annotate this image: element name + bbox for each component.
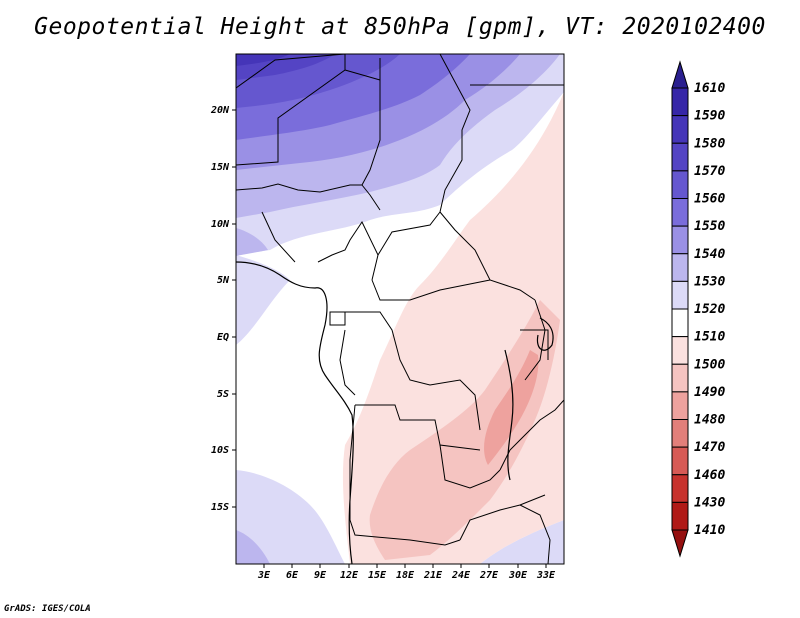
latitude-axis: 20N 15N 10N 5N EQ 5S 10S 15S	[210, 105, 236, 513]
colorbar-segment	[671, 336, 689, 365]
colorbar-segment	[671, 170, 689, 199]
lon-tick-label: 21E	[423, 570, 443, 581]
coastline	[236, 261, 554, 564]
colorbar-bottom-arrow	[671, 529, 689, 558]
colorbar-label: 1460	[694, 468, 725, 483]
colorbar-label: 1500	[694, 357, 725, 372]
colorbar-segment	[671, 87, 689, 117]
lat-tick-label: 15N	[211, 162, 230, 173]
colorbar-label: 1540	[694, 247, 725, 262]
colorbar-label: 1590	[694, 109, 725, 124]
colorbar: 1610 1590 1580 1570 1560 1550 1540 1530 1520 1510…	[671, 60, 725, 558]
colorbar-segment	[671, 253, 689, 282]
colorbar-top-arrow	[671, 60, 689, 89]
colorbar-label: 1430	[694, 495, 725, 510]
colorbar-label: 1580	[694, 136, 725, 151]
colorbar-label: 1470	[694, 440, 725, 455]
lon-tick-label: 30E	[508, 570, 528, 581]
lon-tick-label: 9E	[314, 570, 327, 581]
lon-tick-label: 27E	[479, 570, 499, 581]
lat-tick-label: 5S	[217, 389, 229, 400]
colorbar-label: 1410	[694, 523, 725, 538]
colorbar-label: 1560	[694, 192, 725, 207]
lon-tick-label: 3E	[257, 570, 271, 581]
colorbar-label: 1520	[694, 302, 725, 317]
map-title: Geopotential Height at 850hPa [gpm], VT:…	[34, 14, 766, 40]
lon-tick-label: 24E	[451, 570, 471, 581]
colorbar-segment	[671, 142, 689, 172]
lon-tick-label: 12E	[340, 570, 359, 581]
lat-tick-label: EQ	[217, 332, 229, 343]
map-frame	[235, 53, 565, 565]
height-field	[236, 54, 564, 564]
colorbar-segment	[671, 115, 689, 144]
country-boundaries	[236, 54, 564, 564]
colorbar-segment	[671, 446, 689, 476]
lon-tick-label: 15E	[368, 570, 387, 581]
lon-tick-label: 33E	[536, 570, 556, 581]
lon-tick-label: 6E	[286, 570, 299, 581]
colorbar-segment	[671, 363, 689, 393]
colorbar-label: 1610	[694, 81, 725, 96]
lat-tick-label: 5N	[217, 275, 230, 286]
colorbar-segment	[671, 198, 689, 227]
longitude-axis: 3E 6E 9E 12E 15E 18E 21E 24E 27E 30E 33E	[257, 564, 556, 581]
grads-credit: GrADS: IGES/COLA	[4, 604, 91, 614]
lon-tick-label: 18E	[396, 570, 415, 581]
colorbar-segment	[671, 501, 689, 531]
colorbar-segment	[671, 474, 689, 503]
lat-tick-label: 20N	[210, 105, 230, 116]
colorbar-segment	[671, 308, 689, 338]
colorbar-label: 1480	[694, 413, 725, 428]
colorbar-segment	[671, 225, 689, 255]
colorbar-segment	[671, 391, 689, 420]
lat-tick-label: 15S	[211, 502, 229, 513]
colorbar-label: 1530	[694, 274, 725, 289]
colorbar-segment	[671, 419, 689, 448]
lat-tick-label: 10N	[211, 219, 230, 230]
colorbar-label: 1490	[694, 385, 725, 400]
colorbar-label: 1550	[694, 219, 725, 234]
lat-tick-label: 10S	[211, 445, 229, 456]
colorbar-label: 1570	[694, 164, 725, 179]
colorbar-segment	[671, 280, 689, 310]
colorbar-label: 1510	[694, 330, 725, 345]
